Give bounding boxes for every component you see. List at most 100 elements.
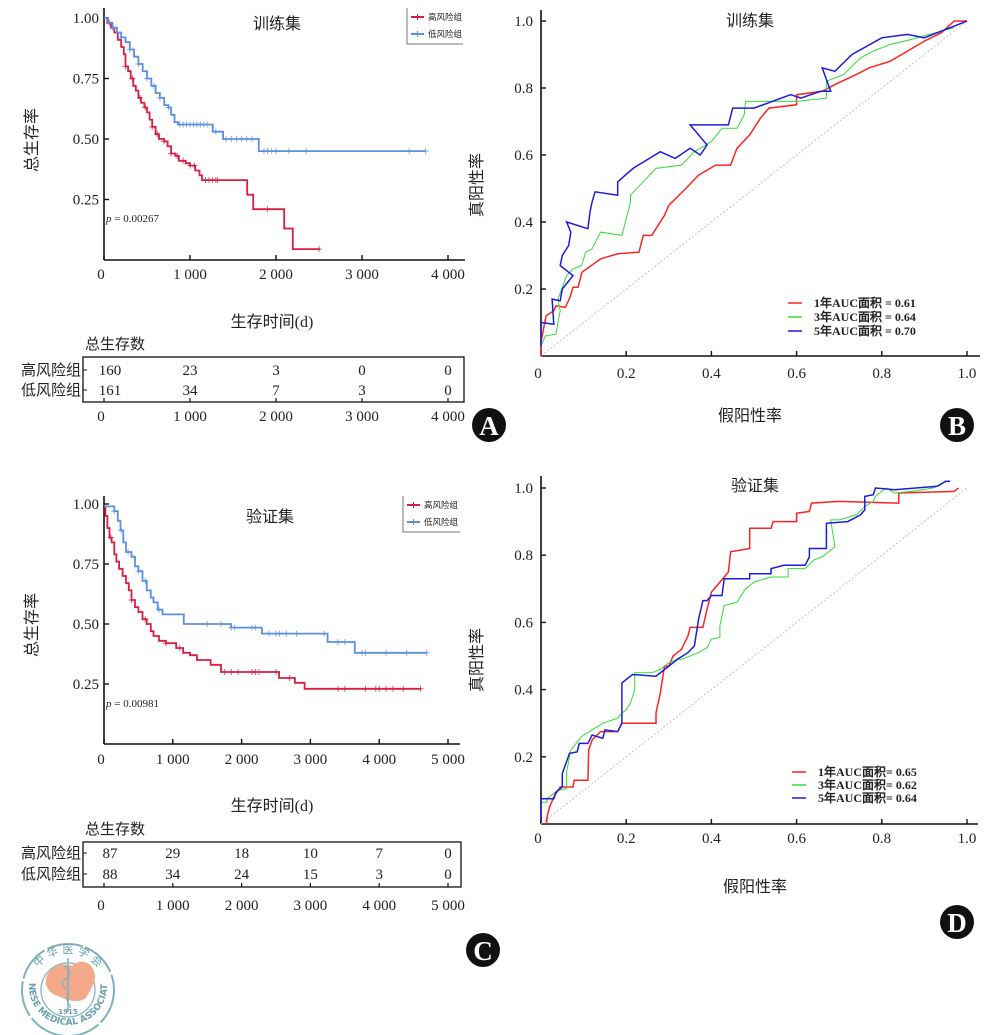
y-tick-label: 0.4 [514, 683, 533, 699]
chart-title: 验证集 [246, 508, 294, 526]
censor-mark [180, 157, 187, 164]
chart-title: 训练集 [726, 12, 774, 30]
risk-count: 3 [272, 363, 280, 379]
censor-mark [283, 630, 290, 637]
risk-table-frame [82, 356, 465, 403]
y-tick-label: 0.4 [514, 215, 533, 231]
logo-outer-ring [21, 943, 115, 1035]
censor-mark [286, 675, 293, 681]
serpent-icon [61, 965, 71, 1009]
risk-count: 10 [303, 846, 318, 862]
censor-mark [228, 136, 235, 142]
legend-series-name: 1年AUC面积 = [814, 295, 895, 310]
censor-mark [303, 148, 310, 155]
roc-curve-5yr [540, 20, 968, 346]
panel-label-badge [940, 408, 974, 442]
x-tick-label: 1.0 [958, 366, 977, 382]
censor-mark [422, 148, 429, 155]
y-tick-label: 0.6 [514, 148, 533, 164]
x-tick-label: 5 000 [431, 752, 465, 768]
risk-count: 3 [375, 867, 383, 883]
p-symbol: p [105, 213, 112, 225]
risk-count: 87 [103, 846, 119, 862]
censor-mark [285, 148, 292, 155]
censor-mark [128, 597, 135, 603]
risk-table-title: 总生存数 [85, 336, 145, 353]
censor-mark [403, 649, 410, 656]
censor-mark [273, 669, 279, 675]
y-axis-title: 真阳性率 [468, 628, 486, 692]
censor-mark [334, 639, 341, 645]
risk-count: 3 [358, 383, 366, 399]
legend-auc-value: 0.70 [895, 324, 916, 338]
y-tick-label: 0.75 [73, 557, 99, 573]
y-tick-label: 0.50 [73, 132, 99, 148]
legend-label: 1年AUC面积= 0.65 [818, 764, 917, 779]
censor-mark [135, 568, 142, 575]
censor-mark [321, 630, 328, 637]
x-tick-label: 3 000 [345, 267, 379, 283]
censor-mark [212, 128, 219, 135]
km-curve-high-risk [104, 505, 422, 690]
y-tick-label: 1.00 [73, 11, 99, 27]
roc-curve-5yr [540, 480, 950, 821]
legend-series-name: 3年AUC面积 = [814, 309, 895, 324]
censor-mark [217, 621, 224, 627]
km-curve-high-risk [104, 17, 320, 250]
censor-mark [165, 104, 172, 111]
x-axis-title: 假阳性率 [718, 407, 782, 425]
x-tick-label: 0 [97, 267, 105, 283]
x-tick-label: 0.8 [872, 366, 891, 382]
y-tick-label: 0.75 [73, 72, 99, 88]
censor-mark [417, 685, 424, 692]
y-tick-label: 0.25 [73, 193, 99, 209]
x-axis-title: 生存时间(d) [231, 313, 314, 331]
censor-mark [389, 685, 396, 692]
panel-label-badge [940, 905, 974, 939]
censor-mark [137, 94, 144, 101]
y-tick-label: 0.2 [514, 282, 533, 298]
legend-label: 1年AUC面积 = 0.61 [814, 295, 916, 310]
censor-mark [383, 649, 390, 656]
x-tick-label: 0.2 [617, 831, 636, 847]
x-tick-label: 1 000 [156, 752, 190, 768]
censor-mark [231, 624, 238, 631]
legend-auc-value: 0.65 [896, 765, 917, 779]
censor-mark [233, 136, 240, 142]
p-value: = 0.00267 [112, 213, 160, 225]
x-tick-label: 4 000 [431, 267, 465, 283]
x-tick-label: 4 000 [362, 752, 396, 768]
censor-mark [228, 669, 235, 675]
legend-frame [406, 8, 463, 45]
censor-mark [334, 685, 341, 692]
censor-mark [276, 630, 283, 637]
censor-mark [341, 685, 348, 692]
chart-title: 验证集 [731, 477, 779, 495]
risk-count: 0 [444, 363, 452, 379]
risk-count: 0 [358, 363, 366, 379]
panel-label: A [479, 411, 499, 441]
censor-mark [293, 630, 300, 637]
censor-mark [156, 606, 163, 613]
risk-count: 24 [234, 867, 250, 883]
legend-label: 5年AUC面积= 0.64 [818, 790, 917, 805]
panel-label-badge [472, 408, 506, 442]
y-tick-label: 1.0 [514, 481, 533, 497]
legend-label: 高风险组 [424, 500, 459, 510]
p-value-annotation: p = 0.00267 [105, 213, 159, 225]
risk-count: 34 [165, 867, 181, 883]
censor-mark [383, 685, 390, 692]
censor-mark [161, 138, 168, 145]
roc-curve-1yr [540, 20, 967, 356]
risk-count: 18 [234, 846, 249, 862]
y-tick-label: 0.25 [73, 677, 99, 693]
censor-mark [273, 148, 279, 155]
risk-table-row-label: 低风险组 [21, 866, 81, 883]
risk-table-title: 总生存数 [85, 821, 145, 838]
china-map-icon [45, 961, 96, 1002]
risk-table-time-label: 2 000 [259, 409, 293, 425]
